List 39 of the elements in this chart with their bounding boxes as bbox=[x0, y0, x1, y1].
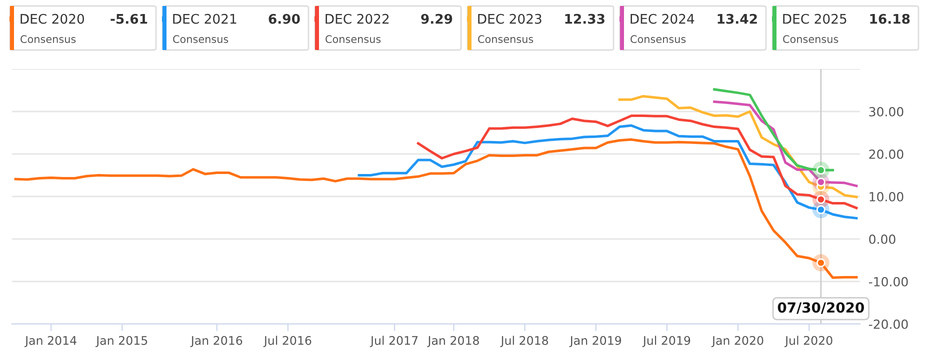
line-series bbox=[416, 114, 858, 210]
legend-label: DEC 2024 bbox=[630, 14, 694, 24]
text: Consensus bbox=[630, 35, 686, 44]
text: 16.18 bbox=[870, 14, 910, 24]
legend-label: DEC 2020 bbox=[20, 14, 84, 24]
text: 12.33 bbox=[565, 14, 604, 24]
y-tick-label: -10.00 bbox=[868, 276, 908, 286]
y-tick-label: 30.00 bbox=[869, 106, 904, 116]
y-tick-label: 0.00 bbox=[869, 234, 896, 244]
text: 9.29 bbox=[421, 14, 452, 24]
x-tick-label: Jan 2016 bbox=[190, 336, 242, 348]
x-tick-label: Jul 2017 bbox=[370, 336, 418, 348]
x-tick-label: Jan 2020 bbox=[711, 336, 764, 348]
x-tick-label: Jan 2019 bbox=[569, 336, 622, 348]
legend-label: DEC 2022 bbox=[326, 14, 389, 24]
line-series bbox=[14, 138, 858, 279]
x-tick-label: Jul 2018 bbox=[500, 336, 548, 348]
text: Consensus bbox=[783, 35, 838, 44]
x-tick-label: Jan 2018 bbox=[427, 336, 479, 348]
text: 6.90 bbox=[268, 14, 300, 24]
text: Consensus bbox=[326, 35, 381, 44]
y-tick-label: 20.00 bbox=[869, 149, 904, 159]
text: Consensus bbox=[478, 35, 534, 44]
y-tick-label: -20.00 bbox=[868, 319, 908, 329]
text: Consensus bbox=[20, 35, 76, 44]
x-tick-label: Jan 2014 bbox=[24, 336, 76, 348]
x-tick-label: Jul 2020 bbox=[784, 336, 832, 348]
legend-label: DEC 2021 bbox=[173, 14, 236, 24]
x-tick-label: Jan 2015 bbox=[96, 336, 148, 348]
legend-label: DEC 2025 bbox=[783, 14, 846, 24]
text: -5.61 bbox=[110, 14, 148, 24]
x-tick-label: Jul 2016 bbox=[263, 336, 312, 348]
text: Consensus bbox=[173, 35, 228, 44]
x-tick-label: Jul 2019 bbox=[642, 336, 690, 348]
y-tick-label: 10.00 bbox=[870, 192, 904, 202]
line-series bbox=[358, 124, 858, 220]
text: 13.42 bbox=[718, 14, 757, 24]
x-tick-label: 07/30/2020 bbox=[778, 302, 864, 314]
legend-label: DEC 2023 bbox=[478, 14, 542, 24]
